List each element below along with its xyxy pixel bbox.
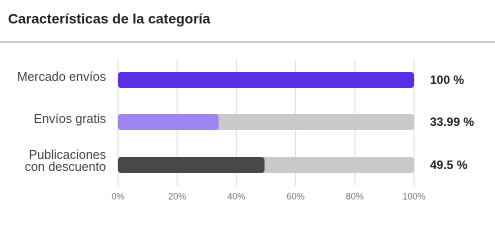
chart: Características de la categoría 0% 20% 40%…: [0, 11, 495, 201]
x-tick-label: 60%: [287, 191, 305, 201]
x-tick-label: 0%: [111, 191, 124, 201]
category-label: Envíos gratis: [33, 112, 106, 126]
chart-title: Características de la categoría: [8, 11, 211, 27]
category-label: Publicaciones con descuento: [24, 148, 106, 174]
bar: [118, 114, 219, 130]
value-label: 49.5 %: [430, 158, 468, 172]
value-label: 33.99 %: [430, 115, 474, 129]
x-tick-label: 40%: [227, 191, 245, 201]
bar: [118, 72, 414, 88]
chart-card: Características de la categoría 0% 20% 40%…: [0, 11, 495, 201]
x-tick-label: 100%: [402, 191, 425, 201]
x-tick-label: 20%: [168, 191, 186, 201]
value-label: 100 %: [430, 73, 464, 87]
bar: [118, 157, 265, 173]
category-label: Mercado envíos: [17, 70, 106, 84]
x-tick-label: 80%: [346, 191, 364, 201]
